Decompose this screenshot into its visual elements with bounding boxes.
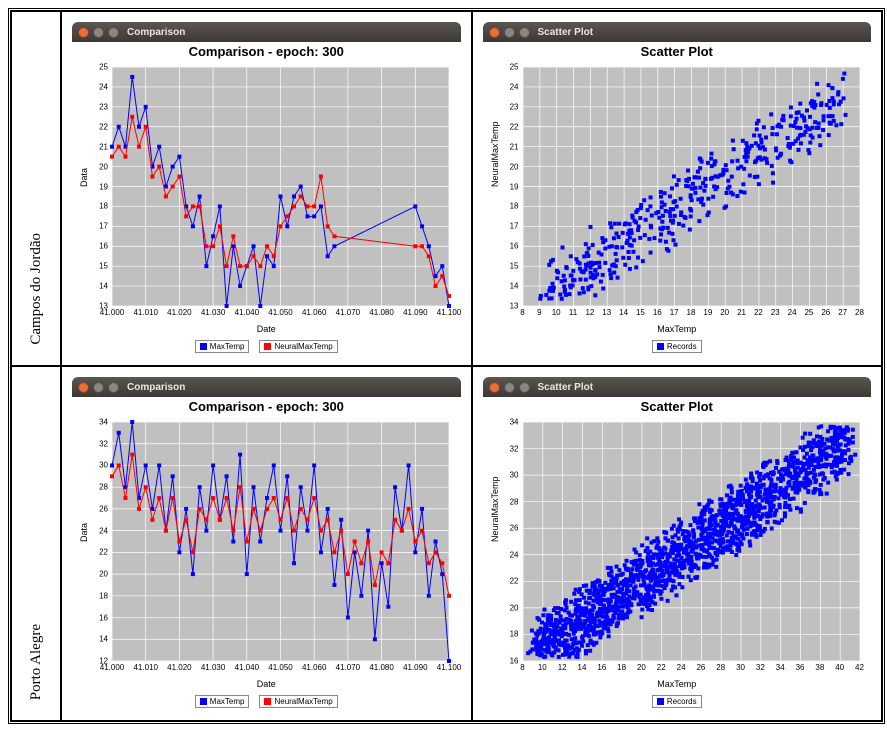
scatter-chart-r1: 1314151617181920212223242589101112131415… <box>489 63 866 334</box>
minimize-icon[interactable] <box>93 382 104 393</box>
cell-r1-scatter: Scatter Plot Scatter Plot 13141516171819… <box>472 11 883 366</box>
window-title: Comparison <box>127 27 185 38</box>
maximize-icon[interactable] <box>519 27 530 38</box>
minimize-icon[interactable] <box>504 27 515 38</box>
window-titlebar: Scatter Plot <box>483 377 872 397</box>
close-icon[interactable] <box>78 382 89 393</box>
row-label-porto: Porto Alegre <box>11 366 61 721</box>
legend-item: Records <box>652 340 702 353</box>
row-label-text: Porto Alegre <box>28 624 45 700</box>
cell-r2-scatter: Scatter Plot Scatter Plot 16182022242628… <box>472 366 883 721</box>
window-title: Comparison <box>127 382 185 393</box>
close-icon[interactable] <box>489 27 500 38</box>
row-label-text: Campos do Jordão <box>28 233 45 345</box>
maximize-icon[interactable] <box>519 382 530 393</box>
window-title: Scatter Plot <box>538 382 594 393</box>
minimize-icon[interactable] <box>504 382 515 393</box>
chart-title: Comparison - epoch: 300 <box>72 42 461 61</box>
maximize-icon[interactable] <box>108 27 119 38</box>
row-label-campos: Campos do Jordão <box>11 11 61 366</box>
legend-r1-scat: Records <box>483 336 872 355</box>
close-icon[interactable] <box>78 27 89 38</box>
legend-item: NeuralMaxTemp <box>259 340 337 353</box>
line-chart-r1: 1314151617181920212223242541.00041.01041… <box>78 63 455 334</box>
scatter-chart-r2: 1618202224262830323481012141618202224262… <box>489 418 866 689</box>
line-chart-r2: 12141618202224262830323441.00041.01041.0… <box>78 418 455 689</box>
window-titlebar: Comparison <box>72 22 461 42</box>
legend-item: Records <box>652 695 702 708</box>
window-title: Scatter Plot <box>538 27 594 38</box>
chart-title: Scatter Plot <box>483 42 872 61</box>
figure-grid: Campos do Jordão Comparison Comparison -… <box>8 8 885 724</box>
cell-r2-comparison: Comparison Comparison - epoch: 300 12141… <box>61 366 472 721</box>
legend-item: MaxTemp <box>195 695 250 708</box>
legend-r2-scat: Records <box>483 691 872 710</box>
chart-title: Scatter Plot <box>483 397 872 416</box>
legend-item: NeuralMaxTemp <box>259 695 337 708</box>
legend-r1-comp: MaxTemp NeuralMaxTemp <box>72 336 461 355</box>
cell-r1-comparison: Comparison Comparison - epoch: 300 13141… <box>61 11 472 366</box>
minimize-icon[interactable] <box>93 27 104 38</box>
window-titlebar: Comparison <box>72 377 461 397</box>
legend-item: MaxTemp <box>195 340 250 353</box>
legend-r2-comp: MaxTemp NeuralMaxTemp <box>72 691 461 710</box>
chart-title: Comparison - epoch: 300 <box>72 397 461 416</box>
window-titlebar: Scatter Plot <box>483 22 872 42</box>
maximize-icon[interactable] <box>108 382 119 393</box>
close-icon[interactable] <box>489 382 500 393</box>
